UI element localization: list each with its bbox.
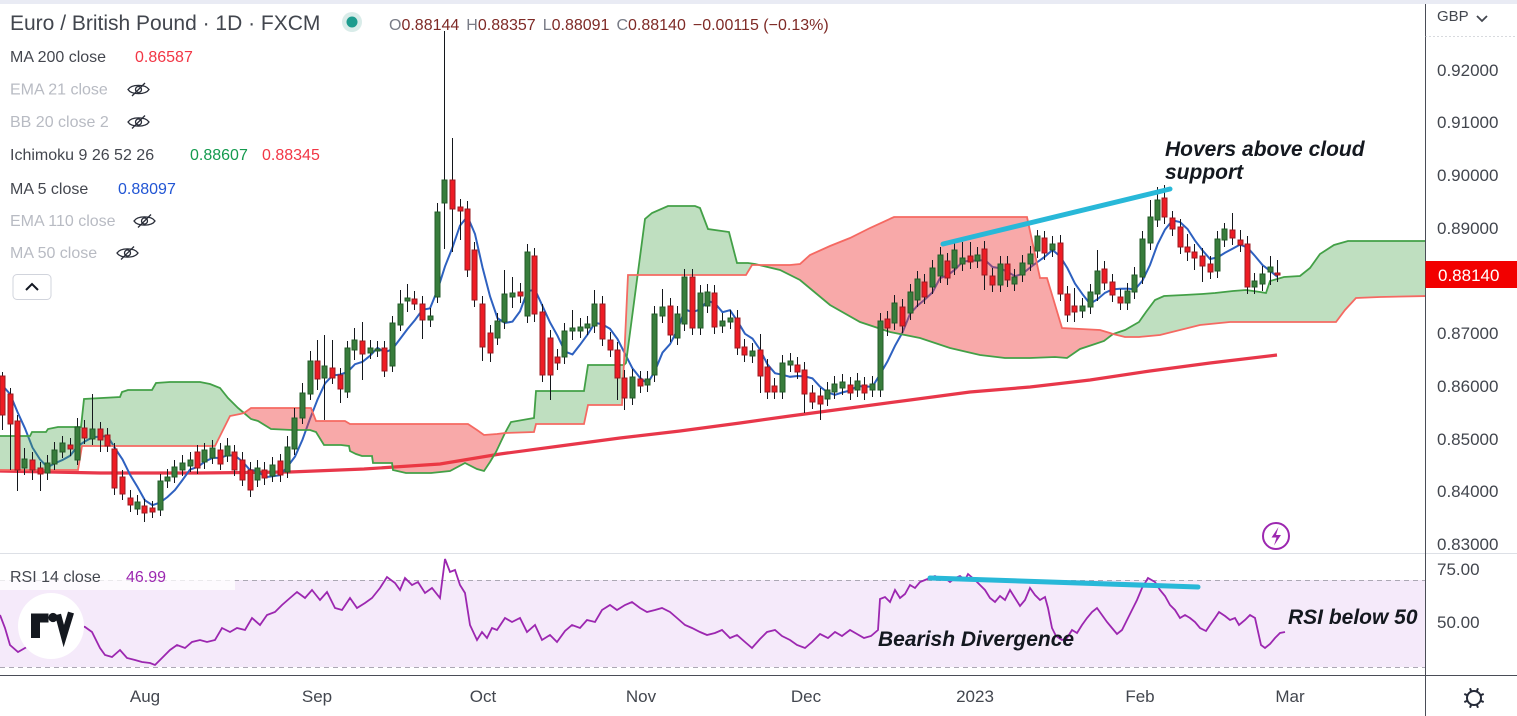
svg-text:0.91000: 0.91000 bbox=[1437, 113, 1498, 132]
svg-text:Euro / British Pound · 1D · FX: Euro / British Pound · 1D · FXCM bbox=[10, 12, 320, 35]
svg-text:Aug: Aug bbox=[130, 687, 160, 706]
svg-text:0.89000: 0.89000 bbox=[1437, 219, 1498, 238]
svg-text:Nov: Nov bbox=[626, 687, 657, 706]
svg-text:GBP: GBP bbox=[1437, 8, 1469, 25]
svg-text:Dec: Dec bbox=[791, 687, 822, 706]
svg-text:RSI below 50: RSI below 50 bbox=[1288, 606, 1418, 629]
svg-text:EMA 21 close: EMA 21 close bbox=[10, 82, 108, 99]
svg-text:Oct: Oct bbox=[470, 687, 497, 706]
svg-text:0.86000: 0.86000 bbox=[1437, 377, 1498, 396]
svg-text:0.88607: 0.88607 bbox=[190, 147, 248, 164]
svg-text:MA 200 close: MA 200 close bbox=[10, 49, 106, 66]
svg-text:0.83000: 0.83000 bbox=[1437, 535, 1498, 554]
svg-text:75.00: 75.00 bbox=[1437, 560, 1480, 579]
svg-text:0.92000: 0.92000 bbox=[1437, 61, 1498, 80]
svg-text:0.88345: 0.88345 bbox=[262, 147, 320, 164]
svg-text:Feb: Feb bbox=[1125, 687, 1154, 706]
svg-text:Sep: Sep bbox=[302, 687, 332, 706]
svg-text:MA 50 close: MA 50 close bbox=[10, 245, 97, 262]
svg-text:Bearish Divergence: Bearish Divergence bbox=[878, 628, 1074, 651]
svg-text:46.99: 46.99 bbox=[126, 569, 166, 586]
svg-text:0.87000: 0.87000 bbox=[1437, 324, 1498, 343]
svg-text:Ichimoku 9 26 52 26: Ichimoku 9 26 52 26 bbox=[10, 147, 154, 164]
svg-text:0.86587: 0.86587 bbox=[135, 49, 193, 66]
svg-text:50.00: 50.00 bbox=[1437, 613, 1480, 632]
svg-text:0.90000: 0.90000 bbox=[1437, 166, 1498, 185]
svg-text:EMA 110 close: EMA 110 close bbox=[10, 213, 116, 230]
svg-text:RSI 14 close: RSI 14 close bbox=[10, 569, 101, 586]
svg-text:MA 5 close: MA 5 close bbox=[10, 181, 88, 198]
svg-text:support: support bbox=[1165, 161, 1244, 184]
svg-text:0.84000: 0.84000 bbox=[1437, 482, 1498, 501]
svg-text:Mar: Mar bbox=[1275, 687, 1305, 706]
svg-text:0.88140: 0.88140 bbox=[1438, 266, 1499, 285]
svg-text:BB 20 close 2: BB 20 close 2 bbox=[10, 114, 109, 131]
svg-text:Hovers above cloud: Hovers above cloud bbox=[1165, 138, 1366, 161]
svg-text:0.85000: 0.85000 bbox=[1437, 430, 1498, 449]
svg-text:0.88097: 0.88097 bbox=[118, 181, 176, 198]
svg-text:2023: 2023 bbox=[956, 687, 994, 706]
